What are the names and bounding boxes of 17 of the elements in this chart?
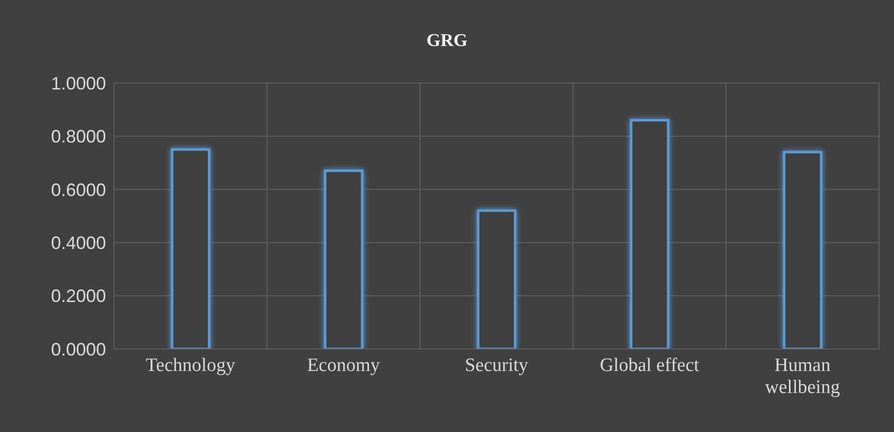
y-tick-label: 0.4000 bbox=[50, 232, 106, 253]
bar bbox=[782, 150, 822, 349]
y-tick-label: 0.2000 bbox=[50, 286, 106, 306]
y-tick-label: 1.0000 bbox=[50, 73, 106, 94]
bar bbox=[630, 118, 670, 349]
y-tick-label: 0.0000 bbox=[50, 339, 106, 360]
x-tick-label: Technology bbox=[146, 355, 236, 376]
x-tick-label: Economy bbox=[307, 355, 380, 376]
x-tick-label: Human wellbeing bbox=[765, 355, 840, 398]
bar bbox=[476, 209, 516, 349]
chart-title: GRG bbox=[425, 30, 468, 51]
bar bbox=[170, 148, 210, 349]
y-tick-label: 0.6000 bbox=[50, 180, 106, 200]
y-tick-label: 0.8000 bbox=[50, 126, 106, 147]
bar bbox=[324, 170, 364, 349]
x-tick-label: Security bbox=[464, 355, 529, 376]
x-tick-label: Global effect bbox=[600, 355, 700, 376]
